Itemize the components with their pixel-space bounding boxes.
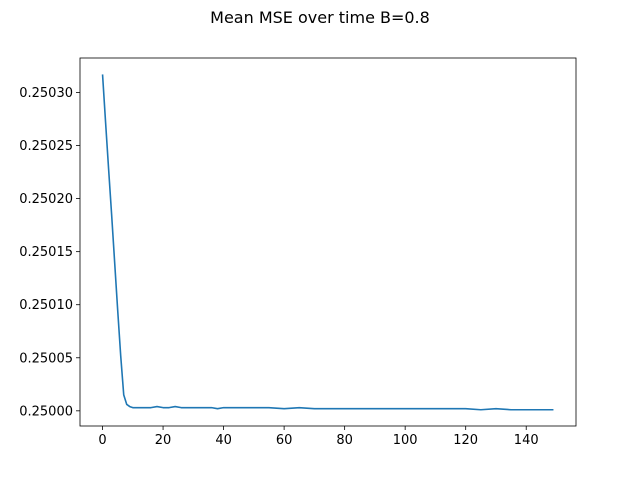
y-tick-label-4: 0.25020 <box>19 192 73 207</box>
y-tick-label-2: 0.25010 <box>19 298 73 313</box>
chart-title: Mean MSE over time B=0.8 <box>210 8 430 27</box>
plot-frame <box>79 57 577 427</box>
series-line-0 <box>101 74 554 411</box>
plot-area: 0 20 40 60 80 100 120 140 0.25000 0.25005 0.25010 0… <box>19 57 577 448</box>
y-tick-label-1: 0.25005 <box>19 351 73 366</box>
x-tick-label-3: 60 <box>276 433 293 448</box>
x-tick-label-1: 20 <box>155 433 172 448</box>
y-tick-label-5: 0.25025 <box>19 139 73 154</box>
x-tick-label-6: 120 <box>453 433 478 448</box>
x-tick-label-5: 100 <box>393 433 418 448</box>
x-tick-label-0: 0 <box>98 433 106 448</box>
y-tick-label-0: 0.25000 <box>19 404 73 419</box>
y-tick-label-3: 0.25015 <box>19 245 73 260</box>
x-tick-label-7: 140 <box>514 433 539 448</box>
x-tick-label-4: 80 <box>336 433 353 448</box>
x-tick-label-2: 40 <box>215 433 232 448</box>
y-tick-label-6: 0.25030 <box>19 86 73 101</box>
